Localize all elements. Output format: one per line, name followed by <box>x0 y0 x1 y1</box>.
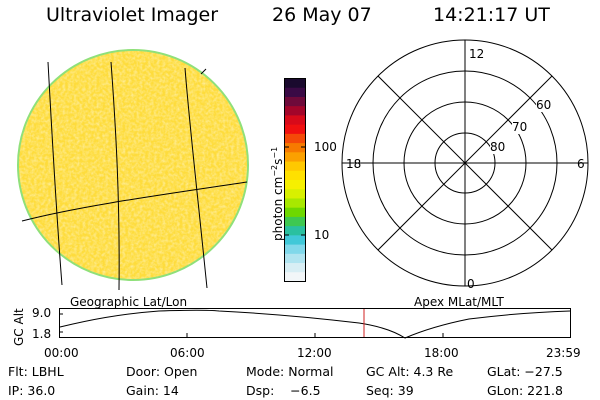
dsp-value: Dsp: −6.5 <box>246 383 321 398</box>
colorbar-stripe <box>284 161 306 172</box>
lat-label-80: 80 <box>490 140 506 154</box>
colorbar-stripe <box>284 263 306 273</box>
altitude-curve <box>59 309 571 339</box>
colorbar-tick-10: 10 <box>314 228 330 242</box>
colorbar-stripe <box>284 87 306 98</box>
lat-label-70: 70 <box>512 120 528 134</box>
timeline-frame <box>59 308 571 338</box>
ytick-1-8: 1.8 <box>32 327 52 341</box>
mlt-label-12: 12 <box>469 47 485 61</box>
gc-alt-axis-label: GC Alt <box>12 308 26 346</box>
colorbar-stripe <box>284 235 306 246</box>
glon-value: GLon: 221.8 <box>487 383 563 398</box>
colorbar-stripe <box>284 78 306 89</box>
colorbar-stripe <box>284 272 306 283</box>
mlt-line-diag <box>377 75 553 251</box>
mlt-label-18: 18 <box>346 157 362 171</box>
door-status: Door: Open <box>126 364 198 379</box>
colorbar-stripe <box>284 143 306 153</box>
tick-mark <box>200 68 207 75</box>
colorbar-stripe <box>284 124 306 135</box>
colorbar-stripe <box>284 189 306 200</box>
seq-value: Seq: 39 <box>366 383 414 398</box>
meridian-line <box>110 61 120 291</box>
ip-value: IP: 36.0 <box>8 383 56 398</box>
mode-value: Mode: Normal <box>246 364 334 379</box>
date-label: 26 May 07 <box>272 4 372 26</box>
colorbar-stripe <box>284 96 306 107</box>
mlt-label-6: 6 <box>577 157 585 171</box>
parallel-line <box>21 181 248 222</box>
gc-alt-value: GC Alt: 4.3 Re <box>366 364 454 379</box>
colorbar-tick-100: 100 <box>314 140 337 154</box>
geographic-disk-image <box>17 49 249 291</box>
time-tick-1200: 12:00 <box>297 346 332 360</box>
colorbar-unit-label: photon cm−2s−1 <box>270 146 285 241</box>
time-tick-2359: 23:59 <box>546 346 581 360</box>
meridian-line <box>184 67 208 289</box>
lat-lon-grid <box>21 61 248 291</box>
colorbar-stripe <box>284 216 306 227</box>
time-label: 14:21:17 UT <box>433 4 550 26</box>
colorbar-stripe <box>284 115 306 126</box>
colorbar-stripe <box>284 152 306 163</box>
lat-label-60: 60 <box>536 98 552 112</box>
altitude-timeline <box>59 308 571 339</box>
time-tick-1800: 18:00 <box>424 346 459 360</box>
color-bar <box>284 78 306 283</box>
polar-grid <box>341 39 589 287</box>
colorbar-stripe <box>284 226 306 236</box>
colorbar-stripe <box>284 207 306 218</box>
apex-mlat-mlt-label: Apex MLat/MLT <box>414 295 504 309</box>
colorbar-stripe <box>284 133 306 144</box>
meridian-line <box>47 61 63 286</box>
glat-value: GLat: −27.5 <box>487 364 563 379</box>
time-tick-0000: 00:00 <box>44 346 79 360</box>
filter-value: Flt: LBHL <box>8 364 64 379</box>
instrument-title: Ultraviolet Imager <box>46 4 219 26</box>
time-tick-0600: 06:00 <box>170 346 205 360</box>
colorbar-stripe <box>284 198 306 209</box>
colorbar-stripe <box>284 244 306 255</box>
gain-value: Gain: 14 <box>126 383 179 398</box>
geographic-lat-lon-label: Geographic Lat/Lon <box>70 295 188 309</box>
colorbar-stripe <box>284 106 306 117</box>
colorbar-stripe <box>284 253 306 264</box>
colorbar-stripe <box>284 180 306 190</box>
ytick-9: 9.0 <box>32 306 52 320</box>
mlt-label-0: 0 <box>467 277 475 291</box>
colorbar-stripe <box>284 170 306 181</box>
